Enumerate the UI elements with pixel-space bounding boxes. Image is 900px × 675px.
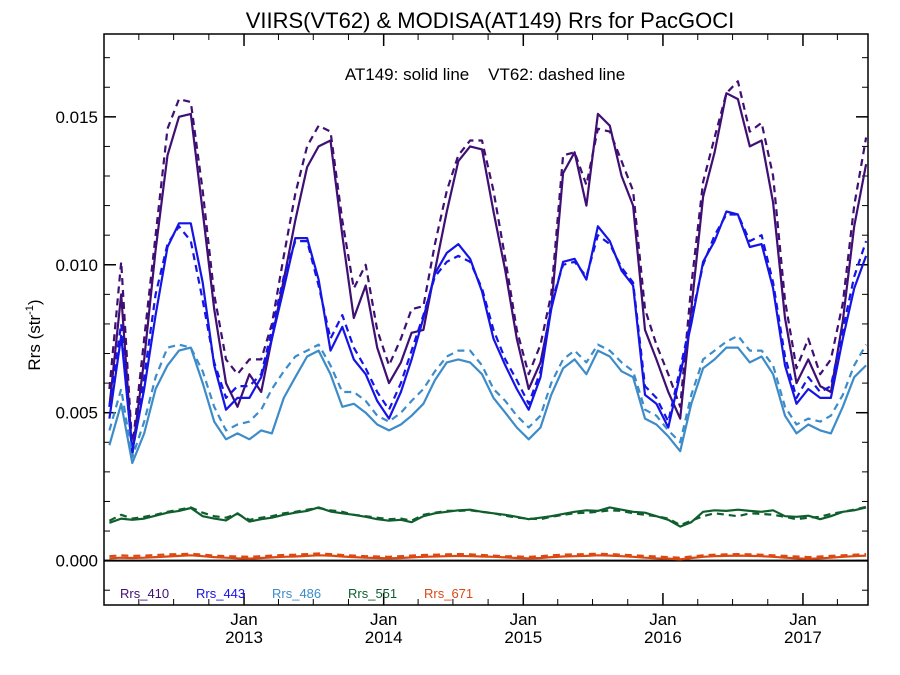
axes-layer: 0.0000.0050.0100.015Jan2013Jan2014Jan201… — [55, 34, 868, 647]
series-line-rrs-551-solid — [109, 506, 867, 528]
legend-label-rrs-410: Rrs_410 — [120, 586, 169, 601]
series-line-rrs-443-solid — [108, 210, 868, 453]
y-tick-label: 0.000 — [55, 552, 98, 571]
y-axis-label-text: Rrs (str-1) — [24, 299, 44, 370]
x-tick-year: 2017 — [784, 628, 822, 647]
series-line-rrs-486-dashed — [108, 334, 868, 459]
x-tick-month: Jan — [789, 610, 816, 629]
plot-frame — [103, 33, 869, 606]
x-tick-year: 2014 — [365, 628, 403, 647]
legend-label-rrs-443: Rrs_443 — [196, 586, 245, 601]
y-tick-label: 0.010 — [55, 256, 98, 275]
y-axis-label-main: Rrs (str — [25, 315, 44, 371]
series-line-rrs-486-solid — [108, 346, 867, 465]
series-line-rrs-671-solid — [109, 554, 867, 561]
x-tick-month: Jan — [510, 610, 537, 629]
series-line-rrs-410-solid — [108, 92, 868, 456]
series-line-rrs-443-dashed — [108, 213, 868, 456]
legend-label-rrs-486: Rrs_486 — [272, 586, 321, 601]
y-tick-label: 0.015 — [55, 108, 98, 127]
legend-label-rrs-671: Rrs_671 — [424, 586, 473, 601]
series-layer — [108, 80, 868, 561]
series-line-rrs-671-dashed — [109, 552, 867, 559]
y-axis-label-sup: -1 — [24, 305, 36, 315]
line-style-annotation: AT149: solid line VT62: dashed line — [345, 65, 625, 84]
series-line-rrs-551-dashed — [108, 505, 867, 527]
y-axis-label: Rrs (str-1) — [24, 299, 44, 370]
x-tick-month: Jan — [649, 610, 676, 629]
legend: Rrs_410 Rrs_443 Rrs_486 Rrs_551 Rrs_671 — [120, 586, 473, 601]
x-tick-year: 2013 — [225, 628, 263, 647]
y-axis-label-close: ) — [25, 299, 44, 305]
x-tick-month: Jan — [370, 610, 397, 629]
legend-label-rrs-551: Rrs_551 — [348, 586, 397, 601]
x-tick-year: 2016 — [644, 628, 682, 647]
x-tick-month: Jan — [230, 610, 257, 629]
series-line-rrs-410-dashed — [108, 80, 868, 450]
x-tick-year: 2015 — [504, 628, 542, 647]
chart-title: VIIRS(VT62) & MODISA(AT149) Rrs for PacG… — [246, 8, 735, 33]
y-tick-label: 0.005 — [55, 404, 98, 423]
